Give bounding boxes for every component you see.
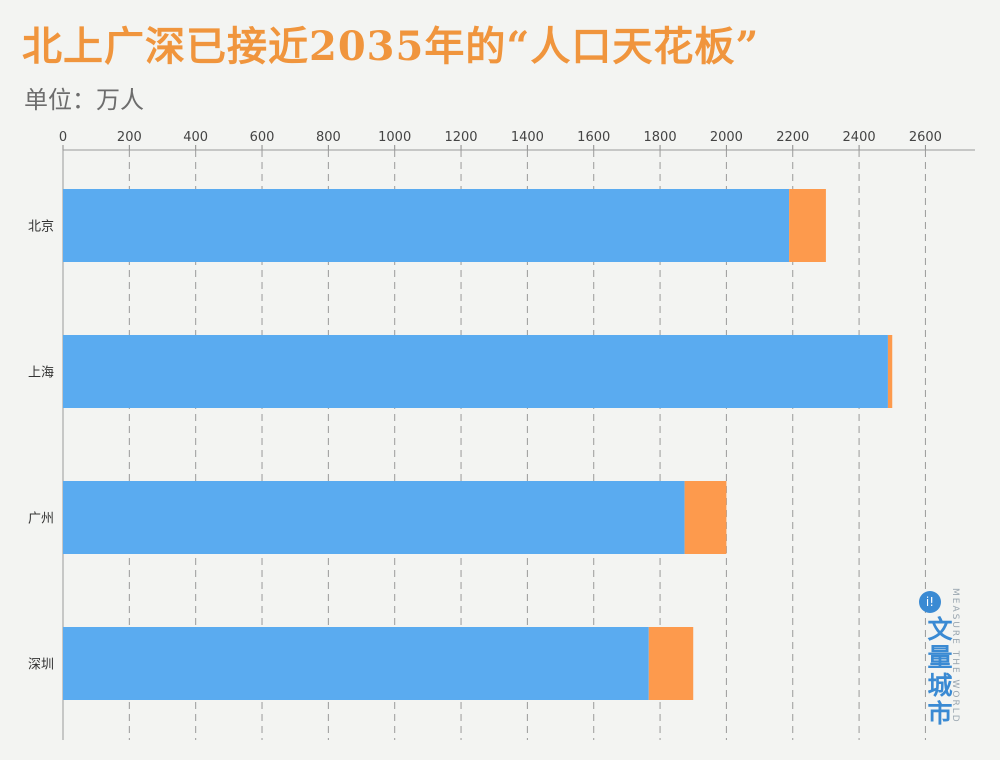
- x-tick-label: 0: [59, 130, 67, 145]
- unit-label: 单位：万人: [24, 86, 144, 114]
- x-tick-label: 2600: [909, 130, 942, 145]
- x-tick-label: 1600: [577, 130, 610, 145]
- bar-segment-current: [63, 189, 790, 262]
- x-tick-label: 2000: [710, 130, 743, 145]
- watermark-name: 文量城市: [924, 616, 953, 728]
- bar-segment-current: [63, 335, 888, 408]
- i-logo-icon: i!: [919, 591, 941, 613]
- category-label: 深圳: [28, 658, 54, 673]
- bar-segment-current: [63, 627, 649, 700]
- x-tick-label: 1800: [644, 130, 677, 145]
- chart-title: 北上广深已接近2035年的“人口天花板”: [22, 23, 760, 70]
- bar-segment-current: [63, 481, 685, 554]
- x-tick-label: 800: [316, 130, 341, 145]
- x-tick-label: 200: [117, 130, 142, 145]
- x-tick-label: 2400: [843, 130, 876, 145]
- category-label: 北京: [28, 220, 54, 235]
- x-tick-label: 400: [183, 130, 208, 145]
- watermark-slogan: MEASURE THE WORLD: [950, 588, 960, 724]
- x-tick-label: 1200: [444, 130, 477, 145]
- bar-segment-remaining: [648, 627, 694, 700]
- x-tick-label: 1000: [378, 130, 411, 145]
- x-tick-label: 600: [250, 130, 275, 145]
- category-label: 广州: [28, 512, 54, 527]
- bar-segment-remaining: [887, 335, 893, 408]
- x-tick-label: 2200: [776, 130, 809, 145]
- x-tick-label: 1400: [511, 130, 544, 145]
- category-label: 上海: [28, 366, 54, 381]
- bar-segment-remaining: [789, 189, 826, 262]
- bar-segment-remaining: [684, 481, 727, 554]
- watermark: i! 文量城市 MEASURE THE WORLD: [916, 588, 968, 728]
